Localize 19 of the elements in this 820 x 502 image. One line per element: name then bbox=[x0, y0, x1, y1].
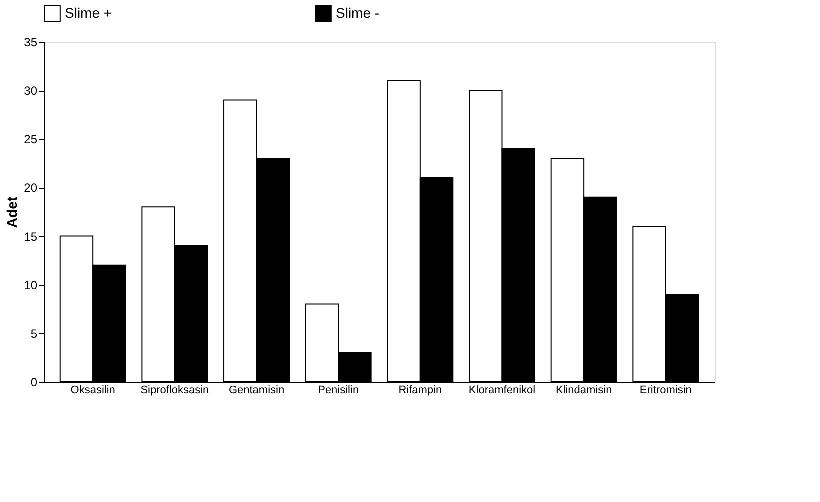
y-tick-label: 20 bbox=[24, 181, 38, 196]
y-tick-label: 15 bbox=[24, 230, 38, 244]
y-tick-label: 30 bbox=[24, 84, 38, 98]
x-tick-label: Oksasilin bbox=[70, 384, 116, 396]
x-tick-label: Rifampin bbox=[398, 384, 442, 396]
y-tick-label: 0 bbox=[30, 376, 38, 390]
y-axis-title: Adet bbox=[4, 196, 20, 228]
x-tick-label: Gentamisin bbox=[228, 384, 285, 396]
y-tick-label: 35 bbox=[24, 36, 38, 50]
x-tick-label: Klindamisin bbox=[556, 384, 612, 396]
y-tick-label: 10 bbox=[24, 278, 38, 292]
x-tick-label: Penisilin bbox=[318, 384, 360, 396]
x-tick-label: Eritromisin bbox=[640, 384, 692, 396]
legend-label: Slime + bbox=[65, 4, 112, 21]
y-tick-label: 25 bbox=[24, 132, 38, 147]
x-tick-label: Siprofloksasin bbox=[140, 384, 210, 396]
x-tick-label: Kloramfenikol bbox=[468, 384, 536, 396]
y-tick-label: 5 bbox=[30, 326, 38, 341]
legend-label: Slime - bbox=[336, 4, 380, 21]
